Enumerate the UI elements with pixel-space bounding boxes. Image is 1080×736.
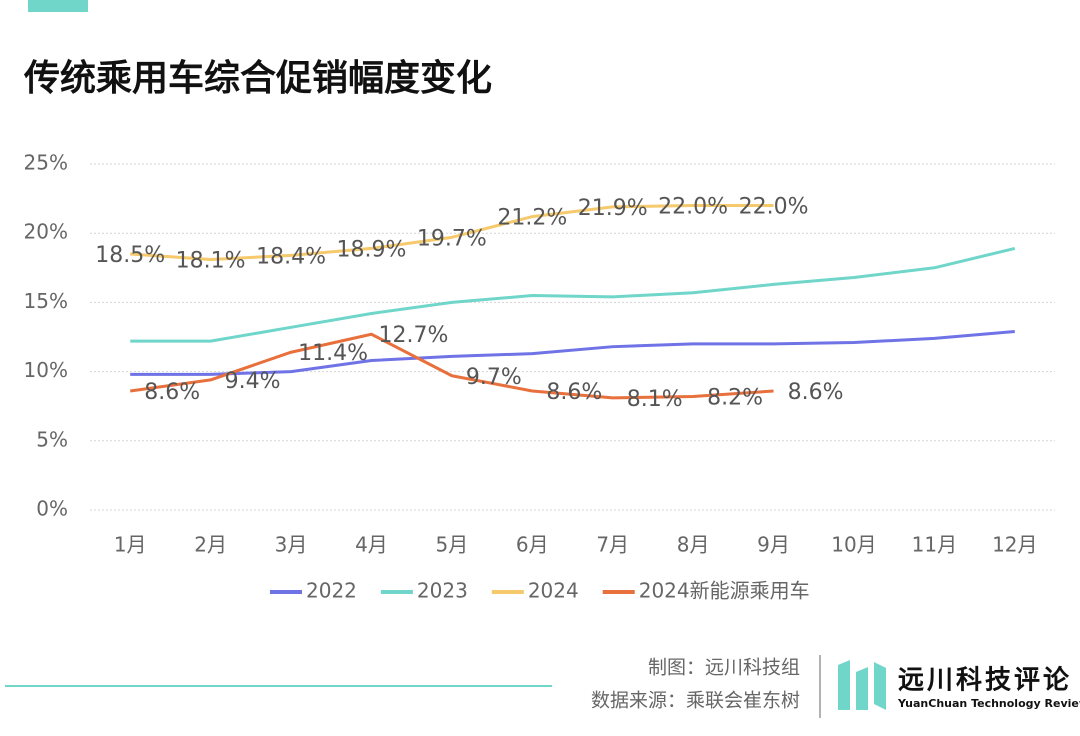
data-label: 18.5% <box>95 243 165 268</box>
data-label: 19.7% <box>417 226 487 251</box>
accent-bar <box>28 0 88 12</box>
data-label: 18.4% <box>256 244 326 269</box>
x-tick-label: 2月 <box>194 533 227 557</box>
x-tick-label: 12月 <box>992 533 1037 557</box>
data-label: 9.7% <box>466 365 522 390</box>
x-tick-label: 5月 <box>436 533 469 557</box>
y-tick-label: 10% <box>24 358 68 382</box>
data-label: 8.2% <box>707 386 763 411</box>
series-line <box>130 204 774 261</box>
credit: 制图：远川科技组 <box>648 657 800 679</box>
brand-en: YuanChuan Technology Review <box>897 697 1080 710</box>
series-line <box>130 246 1016 343</box>
x-tick-label: 8月 <box>677 533 710 557</box>
y-tick-label: 0% <box>36 497 68 521</box>
source: 数据来源：乘联会崔东树 <box>591 690 800 712</box>
legend-label: 2023 <box>417 579 468 603</box>
x-tick-label: 3月 <box>275 533 308 557</box>
data-label: 21.9% <box>578 196 648 221</box>
series-line <box>130 332 774 400</box>
brand: 远川科技评论 <box>898 666 1072 696</box>
data-label: 11.4% <box>298 341 368 366</box>
chart-title: 传统乘用车综合促销幅度变化 <box>23 57 492 99</box>
data-label: 9.4% <box>225 369 281 394</box>
data-label: 8.6% <box>788 380 844 405</box>
data-label: 12.7% <box>379 323 449 348</box>
x-tick-label: 4月 <box>355 533 388 557</box>
data-label: 18.1% <box>176 248 246 273</box>
y-tick-label: 15% <box>24 289 68 313</box>
x-tick-label: 11月 <box>912 533 957 557</box>
data-label: 8.1% <box>627 387 683 412</box>
legend-label: 2024新能源乘用车 <box>639 579 810 603</box>
x-tick-label: 7月 <box>596 533 629 557</box>
data-label: 22.0% <box>658 195 728 220</box>
data-label: 8.6% <box>546 380 602 405</box>
y-tick-label: 25% <box>24 151 68 175</box>
x-tick-label: 9月 <box>757 533 790 557</box>
y-tick-label: 20% <box>24 220 68 244</box>
x-tick-label: 1月 <box>114 533 147 557</box>
y-tick-label: 5% <box>36 427 68 451</box>
data-label: 22.0% <box>739 195 809 220</box>
legend-label: 2024 <box>528 579 579 603</box>
data-label: 8.6% <box>144 380 200 405</box>
series-line <box>130 329 1015 376</box>
data-label: 18.9% <box>337 237 407 262</box>
logo <box>838 660 886 710</box>
legend-label: 2022 <box>306 579 357 603</box>
x-tick-label: 6月 <box>516 533 549 557</box>
data-label: 21.2% <box>497 206 567 231</box>
x-tick-label: 10月 <box>831 533 876 557</box>
